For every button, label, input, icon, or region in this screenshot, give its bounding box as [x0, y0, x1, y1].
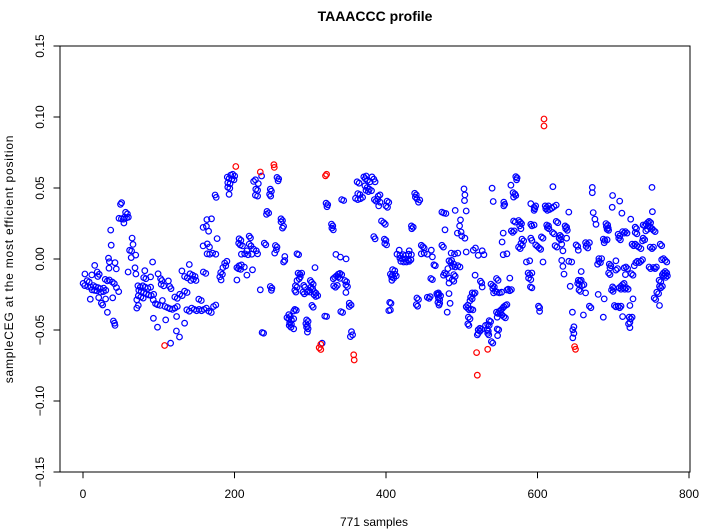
svg-text:771 samples: 771 samples	[340, 515, 408, 529]
svg-text:0: 0	[80, 487, 87, 501]
svg-text:−0.15: −0.15	[33, 456, 47, 487]
svg-text:−0.10: −0.10	[33, 385, 47, 416]
svg-text:sampleCEG at the most efficien: sampleCEG at the most efficient position	[2, 135, 16, 384]
svg-text:−0.05: −0.05	[33, 314, 47, 345]
svg-text:200: 200	[224, 487, 244, 501]
svg-text:0.05: 0.05	[33, 176, 47, 200]
svg-text:TAAACCC profile: TAAACCC profile	[318, 8, 433, 24]
svg-text:0.10: 0.10	[33, 105, 47, 129]
svg-text:400: 400	[376, 487, 396, 501]
svg-text:0.15: 0.15	[33, 34, 47, 58]
svg-text:0.00: 0.00	[33, 247, 47, 271]
svg-text:600: 600	[527, 487, 547, 501]
svg-text:800: 800	[679, 487, 699, 501]
